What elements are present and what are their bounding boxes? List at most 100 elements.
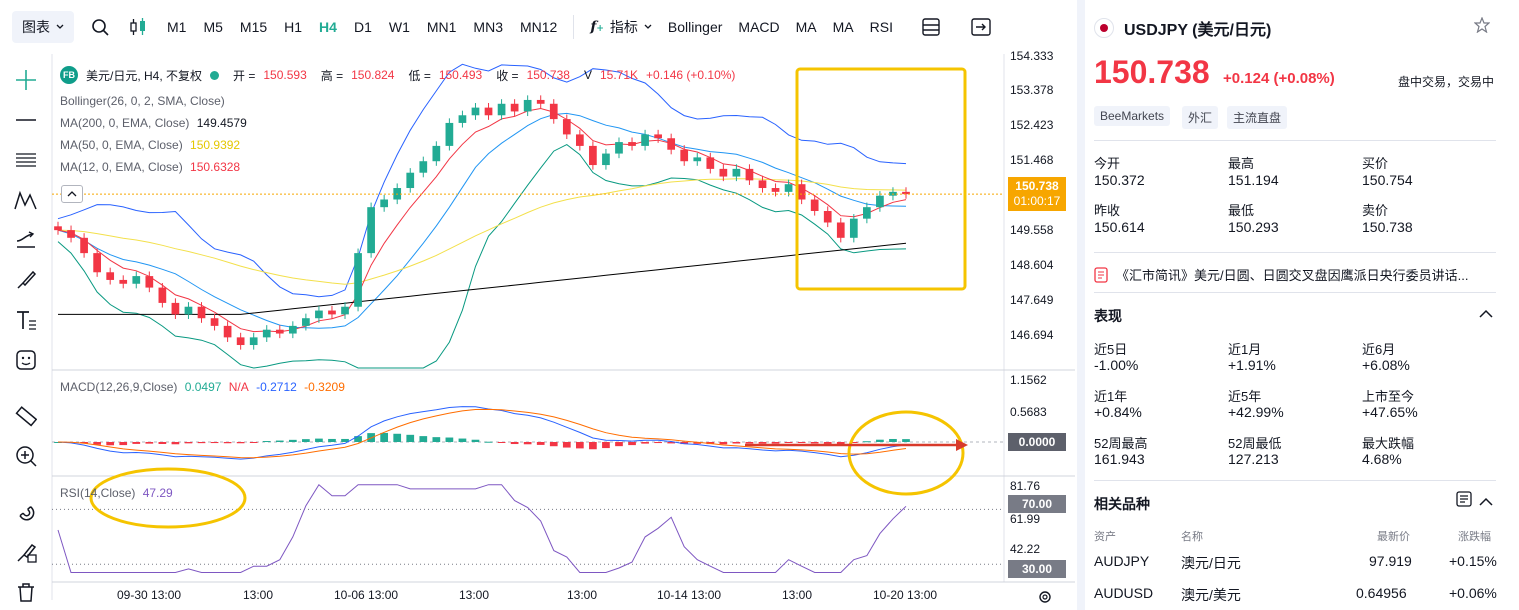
rsi-tick: 81.76: [1010, 479, 1041, 493]
indicator-macd[interactable]: MACD: [738, 19, 780, 35]
badge-forex[interactable]: 外汇: [1182, 106, 1219, 129]
candle: [328, 310, 336, 315]
candle: [745, 168, 754, 181]
macd-histogram-bar: [784, 442, 793, 443]
emoji-icon[interactable]: [12, 346, 40, 374]
trendline-icon[interactable]: [12, 106, 40, 134]
tf-mn1[interactable]: MN1: [426, 19, 457, 35]
perf-value: 161.943: [1094, 451, 1145, 467]
low-value: 150.493: [438, 68, 483, 82]
indicator-rsi[interactable]: RSI: [869, 19, 893, 35]
indicator-ma[interactable]: MA: [795, 19, 817, 35]
tf-mn12[interactable]: MN12: [519, 19, 558, 35]
macd-histogram-bar: [445, 437, 454, 442]
tf-h1[interactable]: H1: [284, 19, 303, 35]
macd-histogram-bar: [562, 442, 571, 448]
star-icon[interactable]: [1473, 16, 1491, 38]
bollinger-legend[interactable]: Bollinger(26, 0, 2, SMA, Close): [60, 94, 225, 108]
macd-histogram-bar: [876, 439, 884, 442]
tf-m1[interactable]: M1: [167, 19, 187, 35]
high-value: 150.824: [351, 68, 395, 82]
layout-icon[interactable]: [919, 15, 943, 39]
tf-w1[interactable]: W1: [388, 19, 410, 35]
macd-histogram-bar: [288, 439, 297, 442]
chart-type-button[interactable]: 图表: [12, 11, 74, 43]
settings-gear-icon[interactable]: [1037, 589, 1053, 610]
projection-icon[interactable]: [12, 226, 40, 254]
candle: [562, 119, 571, 135]
ma200-legend[interactable]: MA(200, 0, EMA, Close) 149.4579: [60, 116, 251, 130]
macd-histogram-bar: [628, 442, 636, 446]
brush-icon[interactable]: [12, 266, 40, 294]
badge-major[interactable]: 主流直盘: [1227, 106, 1288, 129]
macd-histogram-bar: [106, 442, 115, 446]
candle: [589, 145, 597, 166]
rsi-tick: 61.99: [1010, 512, 1041, 526]
related-asset[interactable]: AUDUSD: [1094, 585, 1154, 601]
magnet-icon[interactable]: [12, 498, 40, 526]
source-badge: FB: [60, 66, 78, 84]
col-header: 名称: [1181, 531, 1203, 543]
indicators-button[interactable]: f+ 指标: [590, 17, 652, 37]
divider: [1094, 252, 1496, 253]
stat-label: 昨收: [1094, 203, 1121, 218]
text-icon[interactable]: [12, 306, 40, 334]
lock-draw-icon[interactable]: [12, 538, 40, 566]
chevron-up-icon[interactable]: [1479, 494, 1493, 512]
ma50-legend[interactable]: MA(50, 0, EMA, Close) 150.9392: [60, 138, 244, 152]
macd-histogram-bar: [236, 442, 245, 444]
bid-value: 150.754: [1362, 172, 1413, 188]
symbol-label[interactable]: 美元/日元, H4, 不复权: [86, 68, 203, 83]
search-icon[interactable]: [88, 15, 112, 39]
candle: [249, 337, 258, 346]
news-headline: 《汇市简讯》美元/日圆、日圆交叉盘因鹰派日央行委员讲话...: [1116, 268, 1469, 283]
price-tick: 146.694: [1010, 328, 1054, 342]
macd-histogram-bar: [471, 439, 480, 442]
candle: [628, 142, 636, 146]
perf-label: 近1年: [1094, 389, 1128, 404]
time-label: 13:00: [567, 588, 598, 602]
fullscreen-icon[interactable]: [969, 15, 993, 39]
candle: [197, 306, 206, 319]
chart-canvas[interactable]: [0, 0, 1075, 610]
rsi-tick: 42.22: [1010, 542, 1041, 556]
candle: [158, 287, 167, 303]
ma12-legend[interactable]: MA(12, 0, EMA, Close) 150.6328: [60, 160, 244, 174]
candle: [67, 230, 75, 238]
chevron-down-icon: [56, 24, 64, 29]
macd-histogram-bar: [602, 442, 610, 449]
tf-d1[interactable]: D1: [353, 19, 372, 35]
tf-m5[interactable]: M5: [203, 19, 223, 35]
candlestick-type-icon[interactable]: [126, 15, 150, 39]
macd-zero-tag: 0.0000: [1008, 433, 1066, 451]
chevron-up-icon[interactable]: [1479, 306, 1493, 324]
macd-histogram-bar: [745, 442, 754, 444]
rsi-legend[interactable]: RSI(14,Close) 47.29: [60, 486, 177, 500]
trash-icon[interactable]: [12, 578, 40, 606]
tf-mn3[interactable]: MN3: [473, 19, 503, 35]
macd-legend[interactable]: MACD(12,26,9,Close) 0.0497 N/A -0.2712 -…: [60, 380, 349, 394]
indicator-ma-2[interactable]: MA: [832, 19, 854, 35]
fib-icon[interactable]: [12, 146, 40, 174]
badge-broker[interactable]: BeeMarkets: [1094, 106, 1171, 126]
related-asset[interactable]: AUDJPY: [1094, 553, 1150, 569]
pattern-icon[interactable]: [12, 186, 40, 214]
tf-h4[interactable]: H4: [319, 19, 337, 35]
list-icon[interactable]: [1456, 491, 1472, 512]
ma12-line: [57, 107, 907, 333]
candle: [549, 103, 558, 120]
low-label: 低 =: [408, 68, 431, 83]
zoom-in-icon[interactable]: [12, 442, 40, 470]
macd-histogram-bar: [863, 441, 871, 443]
ruler-icon[interactable]: [12, 402, 40, 430]
japan-flag-icon: [1094, 18, 1114, 38]
indicator-bollinger[interactable]: Bollinger: [667, 19, 723, 35]
crosshair-icon[interactable]: [12, 66, 40, 94]
macd-tick: 0.5683: [1010, 405, 1047, 419]
news-item[interactable]: 《汇市简讯》美元/日圆、日圆交叉盘因鹰派日央行委员讲话...: [1094, 265, 1496, 284]
tf-m15[interactable]: M15: [239, 19, 268, 35]
time-label: 10-06 13:00: [334, 588, 399, 602]
candle: [810, 199, 819, 211]
main-legend: FB 美元/日元, H4, 不复权 开 = 150.593 高 = 150.82…: [60, 66, 739, 84]
collapse-legend-button[interactable]: [61, 185, 83, 203]
